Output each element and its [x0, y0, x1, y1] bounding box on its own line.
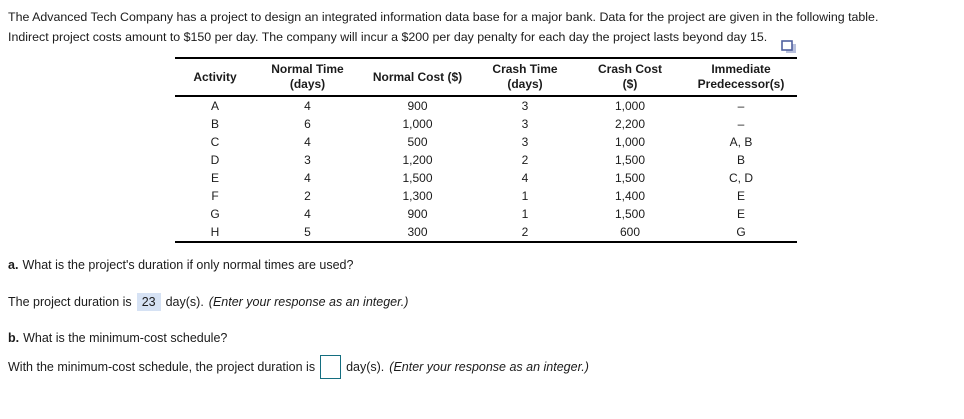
table-row: C 4 500 3 1,000 A, B: [175, 133, 797, 151]
table-cell: G: [210, 207, 220, 221]
question-b-prefix: b.: [8, 331, 20, 345]
table-row: G 4 900 1 1,500 E: [175, 205, 797, 223]
table-cell: 4: [304, 171, 311, 185]
table-cell: 2: [521, 153, 529, 167]
table-cell: 1: [521, 189, 529, 203]
table-row: A 4 900 3 1,000 –: [175, 96, 797, 115]
answer-b-before: With the minimum-cost schedule, the proj…: [8, 360, 316, 374]
column-header: Activity: [175, 58, 255, 97]
table-cell: 1,500: [614, 153, 646, 167]
table-cell: 1,200: [402, 153, 433, 167]
table-cell: 3: [521, 117, 529, 131]
table-cell: 4: [304, 207, 311, 221]
table-cell: 900: [407, 99, 428, 113]
table-cell: 3: [304, 153, 311, 167]
table-cell: F: [211, 189, 219, 203]
table-cell: A, B: [729, 135, 753, 149]
table-cell: 1,500: [614, 207, 646, 221]
table-cell: 3: [521, 99, 529, 113]
table-cell: D: [210, 153, 220, 167]
table-row: H 5 300 2 600 G: [175, 223, 797, 242]
intro-line-2: Indirect project costs amount to $150 pe…: [8, 30, 768, 44]
table-cell: 1,500: [614, 171, 646, 185]
column-header: Immediate Predecessor(s): [685, 58, 797, 97]
table-cell: 500: [407, 135, 428, 149]
intro-line-1: The Advanced Tech Company has a project …: [8, 10, 879, 24]
table-body: A 4 900 3 1,000 – B 6 1,000 3 2,200 – C 4 500 3 1,000 A, …: [175, 96, 797, 242]
column-header: Crash Cost ($): [575, 58, 685, 97]
table-row: F 2 1,300 1 1,400 E: [175, 187, 797, 205]
table-cell: 1,400: [614, 189, 646, 203]
table-cell: H: [210, 225, 220, 239]
question-b: b. What is the minimum-cost schedule?: [8, 330, 227, 346]
table-cell: 1,300: [402, 189, 433, 203]
question-a: a. What is the project's duration if only…: [8, 257, 353, 273]
table-cell: 1: [521, 207, 529, 221]
table-cell: C, D: [729, 171, 753, 185]
table-cell: 1,000: [614, 135, 646, 149]
question-a-text: What is the project's duration if only n…: [22, 258, 354, 272]
table-cell: 1,500: [402, 171, 433, 185]
answer-b-line: With the minimum-cost schedule, the proj…: [8, 355, 594, 379]
table-cell: 5: [304, 225, 311, 239]
answer-a-note: (Enter your response as an integer.): [208, 295, 409, 309]
table-row: B 6 1,000 3 2,200 –: [175, 115, 797, 133]
table-cell: 300: [407, 225, 428, 239]
table-row: D 3 1,200 2 1,500 B: [175, 151, 797, 169]
table-cell: 600: [619, 225, 641, 239]
column-header: Normal Time (days): [255, 58, 360, 97]
table-cell: 900: [407, 207, 428, 221]
answer-a-line: The project duration is 23 day(s). (Ente…: [8, 293, 413, 311]
table-cell: C: [210, 135, 220, 149]
table-cell: 1,000: [614, 99, 646, 113]
copy-icon[interactable]: [781, 40, 797, 54]
table-cell: 4: [304, 135, 311, 149]
answer-b-after: day(s).: [346, 360, 385, 374]
table-cell: E: [736, 189, 745, 203]
table-cell: 2: [304, 189, 311, 203]
table-cell: 4: [304, 99, 311, 113]
question-b-text: What is the minimum-cost schedule?: [23, 331, 228, 345]
column-header: Normal Cost ($): [360, 58, 475, 97]
answer-a-after: day(s).: [165, 295, 204, 309]
duration-a-input[interactable]: 23: [136, 293, 161, 311]
answer-a-before: The project duration is: [8, 295, 132, 309]
table-cell: B: [210, 117, 219, 131]
table-cell: E: [210, 171, 219, 185]
table-row: E 4 1,500 4 1,500 C, D: [175, 169, 797, 187]
table-header-row: Activity Normal Time (days) Normal Cost ($)…: [175, 58, 797, 97]
table-cell: B: [736, 153, 745, 167]
table-cell: –: [737, 117, 745, 131]
question-a-prefix: a.: [8, 258, 19, 272]
table-cell: 3: [521, 135, 529, 149]
table-cell: G: [736, 225, 746, 239]
intro-text: The Advanced Tech Company has a project …: [8, 7, 960, 47]
project-data-table: Activity Normal Time (days) Normal Cost ($)…: [175, 57, 797, 243]
answer-b-note: (Enter your response as an integer.): [389, 360, 589, 374]
table-cell: 2,200: [614, 117, 646, 131]
table-cell: A: [210, 99, 219, 113]
table-cell: 1,000: [402, 117, 433, 131]
table-cell: –: [737, 99, 745, 113]
table-cell: E: [736, 207, 745, 221]
table-cell: 2: [521, 225, 529, 239]
table-cell: 6: [304, 117, 311, 131]
table-cell: 4: [521, 171, 529, 185]
column-header: Crash Time (days): [475, 58, 575, 97]
duration-b-input[interactable]: [320, 355, 342, 379]
